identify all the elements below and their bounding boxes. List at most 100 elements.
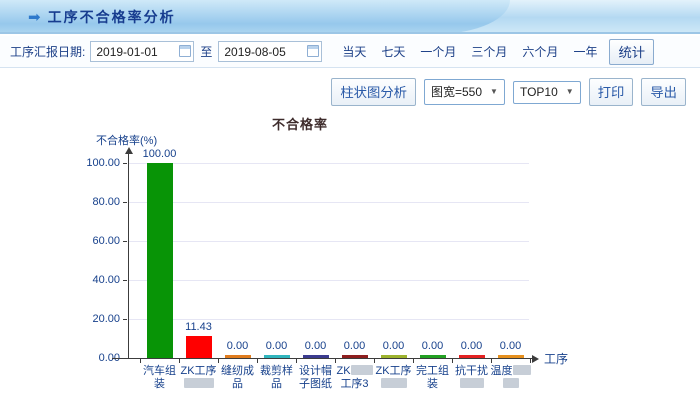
chart-toolbar: 柱状图分析 图宽=550 ▼ TOP10 ▼ 打印 导出 (0, 68, 700, 106)
x-category-label: ZK 工序3 (331, 365, 379, 391)
date-from-input[interactable] (90, 41, 195, 62)
top-n-select[interactable]: TOP10 ▼ (512, 80, 581, 104)
page-title: 工序不合格率分析 (47, 9, 176, 25)
x-tick (296, 359, 297, 363)
x-tick (530, 359, 531, 363)
gridline (129, 241, 529, 242)
header-title-row: ➡ 工序不合格率分析 (28, 0, 176, 32)
bar-value-label: 0.00 (499, 340, 522, 352)
x-category-text: 裁剪样 (260, 365, 293, 377)
bar-value-label: 0.00 (304, 340, 327, 352)
x-category-text: 装 (154, 378, 165, 390)
x-tick (218, 359, 219, 363)
gridline (129, 319, 529, 320)
x-tick (491, 359, 492, 363)
bar (224, 355, 251, 358)
x-category-label: 裁剪样品 (253, 365, 301, 391)
bar-value-label: 0.00 (265, 340, 288, 352)
bar (380, 355, 407, 358)
x-category-text: 缝纫成 (221, 365, 254, 377)
date-to-box (218, 41, 323, 62)
y-tick-label: 40.00 (92, 274, 120, 286)
calendar-icon[interactable] (307, 45, 320, 57)
y-axis-label: 不合格率(%) (96, 135, 158, 147)
x-tick (257, 359, 258, 363)
quick-range-link[interactable]: 三个月 (471, 45, 508, 59)
x-category-text: ZK (336, 365, 351, 377)
x-tick (179, 359, 180, 363)
chart-width-select[interactable]: 图宽=550 ▼ (424, 79, 505, 105)
redacted-text-block (350, 365, 373, 375)
redacted-text-block (183, 378, 214, 388)
chevron-down-icon: ▼ (565, 87, 574, 96)
x-tick (452, 359, 453, 363)
x-category-text: 品 (232, 378, 243, 390)
gridline (129, 163, 529, 164)
x-category-text: 装 (427, 378, 438, 390)
bar-value-label: 0.00 (343, 340, 366, 352)
redacted-text-block (502, 378, 519, 388)
quick-range-link[interactable]: 当天 (342, 45, 367, 59)
title-arrow-icon: ➡ (28, 8, 41, 26)
top-n-select-value: TOP10 (519, 84, 558, 99)
quick-range-link[interactable]: 七天 (381, 45, 406, 59)
calendar-icon[interactable] (179, 45, 192, 57)
x-category-label: 汽车组装 (136, 365, 184, 391)
bar-analysis-button[interactable]: 柱状图分析 (331, 78, 416, 106)
gridline (129, 280, 529, 281)
bar-value-label: 0.00 (382, 340, 405, 352)
redacted-text-block (459, 378, 484, 388)
bar (302, 355, 329, 358)
stats-button[interactable]: 统计 (609, 38, 655, 65)
y-axis (128, 154, 129, 359)
y-tick (123, 319, 127, 320)
x-category-label: ZK工序 (370, 365, 418, 391)
x-category-text: 品 (271, 378, 282, 390)
x-axis-label: 工序 (544, 352, 569, 366)
y-tick-label: 60.00 (92, 235, 120, 247)
x-axis (112, 358, 532, 359)
bar (458, 355, 485, 358)
x-category-text: 抗干扰 (455, 365, 488, 377)
chevron-down-icon: ▼ (490, 87, 498, 96)
bar-value-label: 100.00 (142, 148, 177, 160)
quick-range-link[interactable]: 一个月 (420, 45, 457, 59)
y-tick-label: 100.00 (86, 157, 120, 169)
bar-value-label: 11.43 (185, 321, 212, 333)
date-to-input[interactable] (218, 41, 323, 62)
x-category-label: 抗干扰 (448, 365, 496, 391)
x-category-text: ZK工序 (375, 365, 412, 377)
date-to-label: 至 (200, 45, 213, 59)
x-category-text: 完工组 (416, 365, 449, 377)
x-category-text: ZK工序 (180, 365, 217, 377)
date-from-box (90, 41, 195, 62)
x-category-text: 工序3 (340, 378, 369, 390)
gridline (129, 202, 529, 203)
x-tick (374, 359, 375, 363)
export-button[interactable]: 导出 (641, 78, 686, 106)
date-range-label: 工序汇报日期: (10, 45, 86, 59)
page-header: ➡ 工序不合格率分析 (0, 0, 700, 34)
bar (185, 336, 212, 358)
bar (146, 163, 173, 358)
x-tick (335, 359, 336, 363)
print-button[interactable]: 打印 (588, 78, 634, 106)
x-tick (413, 359, 414, 363)
quick-range-link[interactable]: 一年 (573, 45, 598, 59)
redacted-text-block (380, 378, 407, 388)
redacted-text-block (512, 365, 531, 375)
bar (341, 355, 368, 358)
x-axis-arrow (532, 354, 539, 363)
x-category-label: 完工组装 (409, 365, 457, 391)
y-axis-arrow (124, 147, 133, 154)
quick-range-link[interactable]: 六个月 (522, 45, 559, 59)
x-category-text: 温度 (490, 365, 513, 377)
y-tick (123, 241, 127, 242)
y-tick-label: 80.00 (92, 196, 120, 208)
chart-title: 不合格率 (271, 117, 328, 132)
x-category-text: 子图纸 (299, 378, 332, 390)
bar-value-label: 0.00 (421, 340, 444, 352)
x-category-text: 设计帽 (299, 365, 332, 377)
x-category-label: 设计帽 子图纸 (292, 365, 340, 391)
